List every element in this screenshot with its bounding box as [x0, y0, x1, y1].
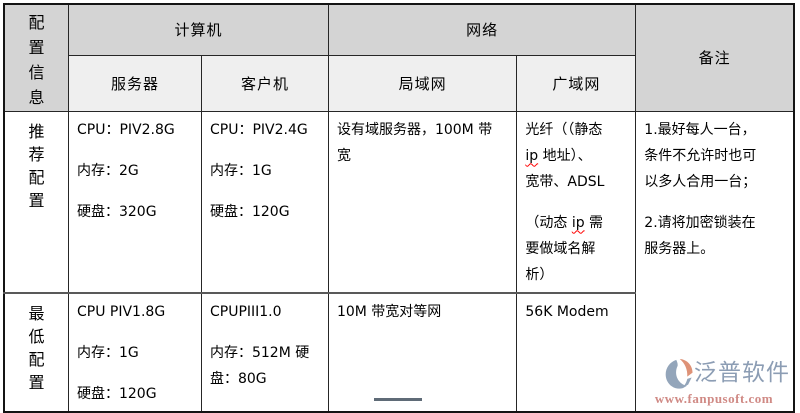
row-label-minimum: 最 低 配 置 [3, 291, 69, 412]
header-row-groups: 配 置 信 息 计算机 网络 备注 [3, 3, 795, 112]
cell-recommended-server: CPU：PIV2.8G 内存：2G 硬盘：320G [67, 110, 202, 293]
fanpu-url-text: www.fanpusoft.com [654, 390, 774, 406]
cell-minimum-client: CPUPIII1.0 内存：512M 硬 盘：80G [200, 291, 329, 412]
header-row-sub: 服务器 客户机 局域网 广域网 [4, 54, 794, 112]
fanpu-logo-icon [665, 358, 693, 389]
corner-header-config-info: 配 置 信 息 [3, 3, 69, 112]
row-label-recommended: 推 荐 配 置 [3, 110, 69, 293]
group-header-computer: 计算机 [67, 3, 329, 56]
vendor-watermark: 泛普软件 www.fanpusoft.com [638, 358, 790, 405]
row-recommended: 推 荐 配 置 CPU：PIV2.8G 内存：2G 硬盘：320G CPU：PIV2… [3, 110, 795, 412]
header-notes: 备注 [635, 3, 795, 112]
notes-text: 1.最好每人一台， 条件不允许时也可 以多人合用一台； 2.请将加密锁装在 服务器… [644, 121, 757, 257]
configuration-table: 配 置 信 息 计算机 网络 备注 服务器 客户机 局域网 广域网 推 荐 配 … [3, 3, 795, 413]
subheader-wan: 广域网 [516, 54, 637, 112]
cell-minimum-server: CPU PIV1.8G 内存：1G 硬盘：120G [67, 291, 202, 412]
config-table-sheet: 配 置 信 息 计算机 网络 备注 服务器 客户机 局域网 广域网 推 荐 配 … [3, 3, 795, 413]
cell-notes: 1.最好每人一台， 条件不允许时也可 以多人合用一台； 2.请将加密锁装在 服务器… [635, 110, 795, 412]
subheader-lan: 局域网 [327, 54, 518, 112]
cell-minimum-lan: 10M 带宽对等网 [327, 291, 518, 412]
subheader-client: 客户机 [200, 54, 329, 112]
row-minimum: 最 低 配 置 CPU PIV1.8G 内存：1G 硬盘：120G CPUPIII1… [3, 291, 794, 412]
subheader-server: 服务器 [67, 54, 202, 112]
cell-minimum-wan: 56K Modem [516, 291, 637, 412]
stray-underline-mark [374, 398, 422, 401]
group-header-network: 网络 [327, 3, 637, 56]
cell-recommended-client: CPU：PIV2.4G 内存：1G 硬盘：120G [200, 110, 329, 293]
cell-recommended-wan: 光纤（（静态 ip 地址）、 宽带、ADSL （动态 ip 需 要做域名解 析） [516, 110, 637, 293]
cell-recommended-lan: 设有域服务器，100M 带 宽 [327, 110, 518, 293]
fanpu-brand-text: 泛普软件 [694, 360, 790, 386]
